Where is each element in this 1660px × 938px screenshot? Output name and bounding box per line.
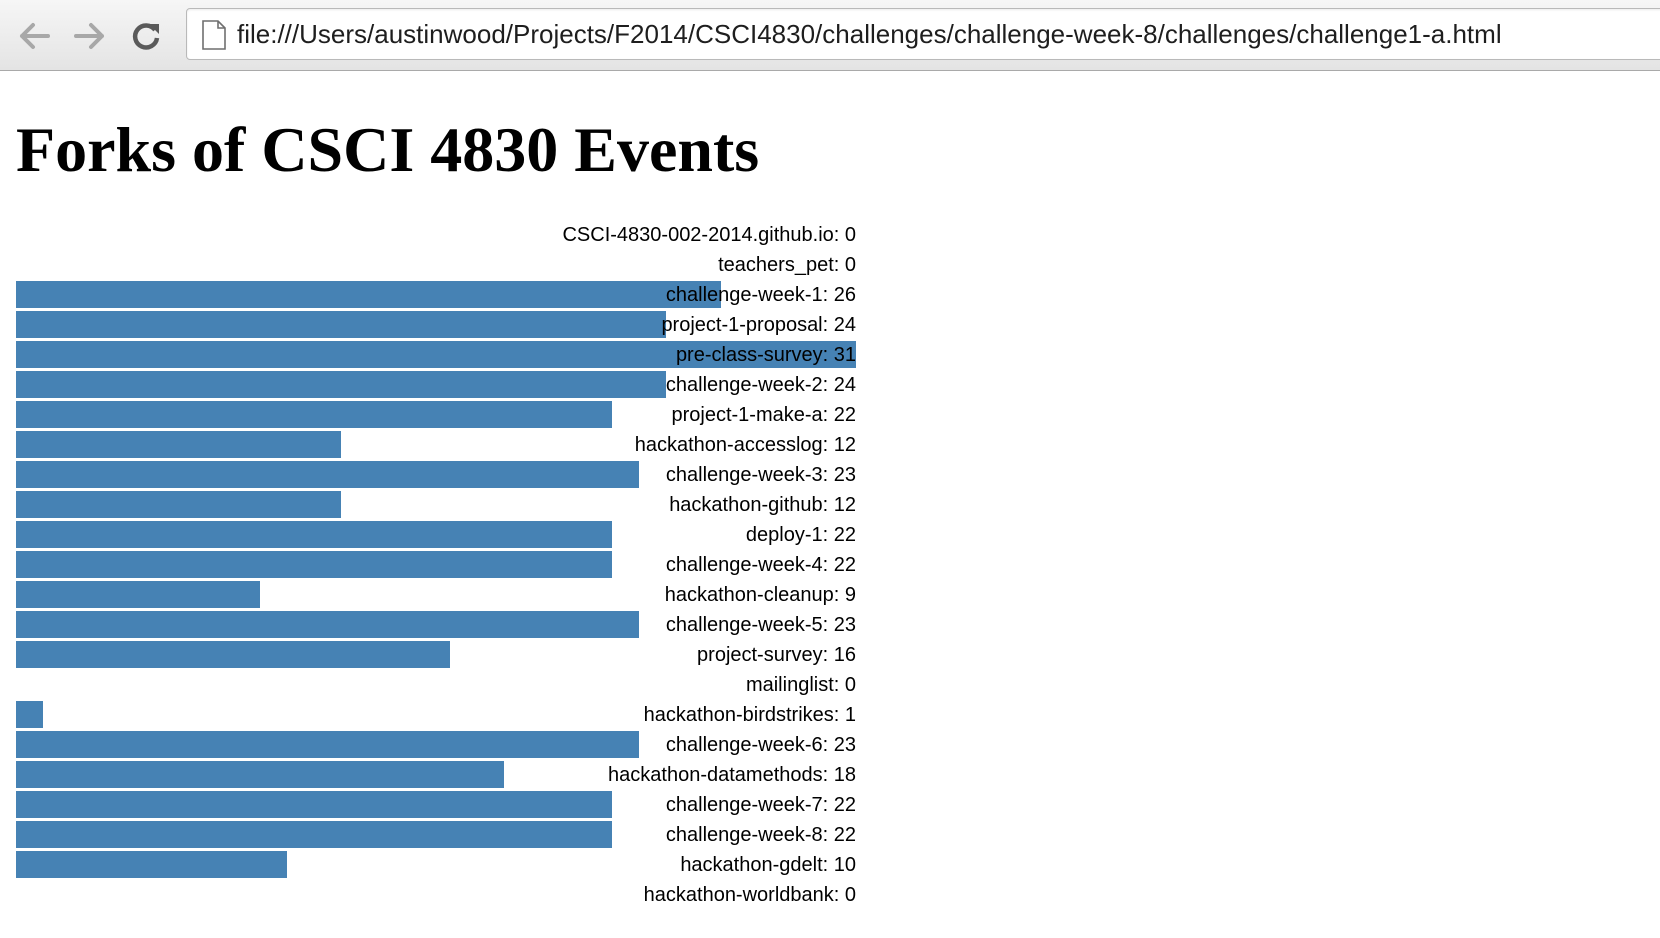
chart-row: challenge-week-8: 22: [16, 820, 856, 848]
bar-label: hackathon-github: 12: [669, 494, 856, 516]
bar: [16, 821, 612, 848]
bar-label: CSCI-4830-002-2014.github.io: 0: [562, 224, 856, 246]
bar-label: challenge-week-7: 22: [665, 794, 856, 816]
bar-label: challenge-week-4: 22: [665, 554, 856, 576]
bar-label: hackathon-datamethods: 18: [608, 764, 856, 786]
arrow-right-icon: [74, 23, 104, 49]
forward-button[interactable]: [68, 14, 112, 58]
bar: [16, 341, 856, 368]
chart-row: hackathon-accesslog: 12: [16, 430, 856, 458]
chart-row: challenge-week-4: 22: [16, 550, 856, 578]
bar: [16, 701, 43, 728]
bar: [16, 611, 639, 638]
chart-row: project-1-proposal: 24: [16, 310, 856, 338]
chart-row: hackathon-cleanup: 9: [16, 580, 856, 608]
bar: [16, 791, 612, 818]
bar-label: deploy-1: 22: [745, 524, 856, 546]
bar: [16, 371, 666, 398]
chart-row: challenge-week-7: 22: [16, 790, 856, 818]
chart-row: pre-class-survey: 31: [16, 340, 856, 368]
url-text[interactable]: file:///Users/austinwood/Projects/F2014/…: [237, 19, 1502, 49]
bar-label: challenge-week-8: 22: [665, 824, 856, 846]
chart-row: CSCI-4830-002-2014.github.io: 0: [16, 220, 856, 248]
chart-row: challenge-week-3: 23: [16, 460, 856, 488]
bar-label: hackathon-accesslog: 12: [634, 434, 856, 456]
chart-row: challenge-week-2: 24: [16, 370, 856, 398]
arrow-left-icon: [20, 23, 50, 49]
reload-button[interactable]: [124, 14, 168, 58]
bar: [16, 401, 612, 428]
bar: [16, 641, 450, 668]
browser-toolbar: file:///Users/austinwood/Projects/F2014/…: [0, 0, 1660, 71]
bar-label: hackathon-cleanup: 9: [664, 584, 856, 606]
bar: [16, 521, 612, 548]
bar-label: challenge-week-2: 24: [665, 374, 856, 396]
document-icon: [202, 20, 226, 50]
chart-row: project-survey: 16: [16, 640, 856, 668]
bar-label: project-1-make-a: 22: [671, 404, 856, 426]
chart-row: project-1-make-a: 22: [16, 400, 856, 428]
bar-label: challenge-week-5: 23: [665, 614, 856, 636]
chart-row: hackathon-github: 12: [16, 490, 856, 518]
chart-row: hackathon-worldbank: 0: [16, 880, 856, 908]
bar: [16, 431, 341, 458]
bar-label: challenge-week-3: 23: [665, 464, 856, 486]
address-bar[interactable]: file:///Users/austinwood/Projects/F2014/…: [186, 8, 1660, 60]
bar: [16, 581, 260, 608]
bar: [16, 551, 612, 578]
chart-row: challenge-week-1: 26: [16, 280, 856, 308]
chart-row: hackathon-birdstrikes: 1: [16, 700, 856, 728]
chart-row: teachers_pet: 0: [16, 250, 856, 278]
page-title: Forks of CSCI 4830 Events: [16, 114, 760, 185]
chart-row: mailinglist: 0: [16, 670, 856, 698]
bar: [16, 461, 639, 488]
bar-label: challenge-week-6: 23: [665, 734, 856, 756]
bar: [16, 281, 721, 308]
chart-row: challenge-week-5: 23: [16, 610, 856, 638]
bar: [16, 851, 287, 878]
bar-label: pre-class-survey: 31: [675, 344, 856, 366]
back-button[interactable]: [12, 14, 56, 58]
bar: [16, 761, 504, 788]
bar-label: hackathon-worldbank: 0: [643, 884, 856, 906]
bar: [16, 491, 341, 518]
chart-row: hackathon-datamethods: 18: [16, 760, 856, 788]
bar-label: project-survey: 16: [697, 644, 856, 666]
fork-count-bar-chart: CSCI-4830-002-2014.github.io: 0 teachers_…: [16, 224, 856, 923]
bar-label: mailinglist: 0: [745, 674, 856, 696]
bar: [16, 311, 666, 338]
bar-label: challenge-week-1: 26: [665, 284, 856, 306]
chart-row: deploy-1: 22: [16, 520, 856, 548]
chart-row: challenge-week-6: 23: [16, 730, 856, 758]
reload-icon: [132, 23, 160, 50]
chart-row: hackathon-gdelt: 10: [16, 850, 856, 878]
bar-label: project-1-proposal: 24: [661, 314, 856, 336]
bar: [16, 731, 639, 758]
bar-label: hackathon-gdelt: 10: [680, 854, 856, 876]
bar-label: teachers_pet: 0: [718, 254, 856, 276]
bar-label: hackathon-birdstrikes: 1: [643, 704, 856, 726]
